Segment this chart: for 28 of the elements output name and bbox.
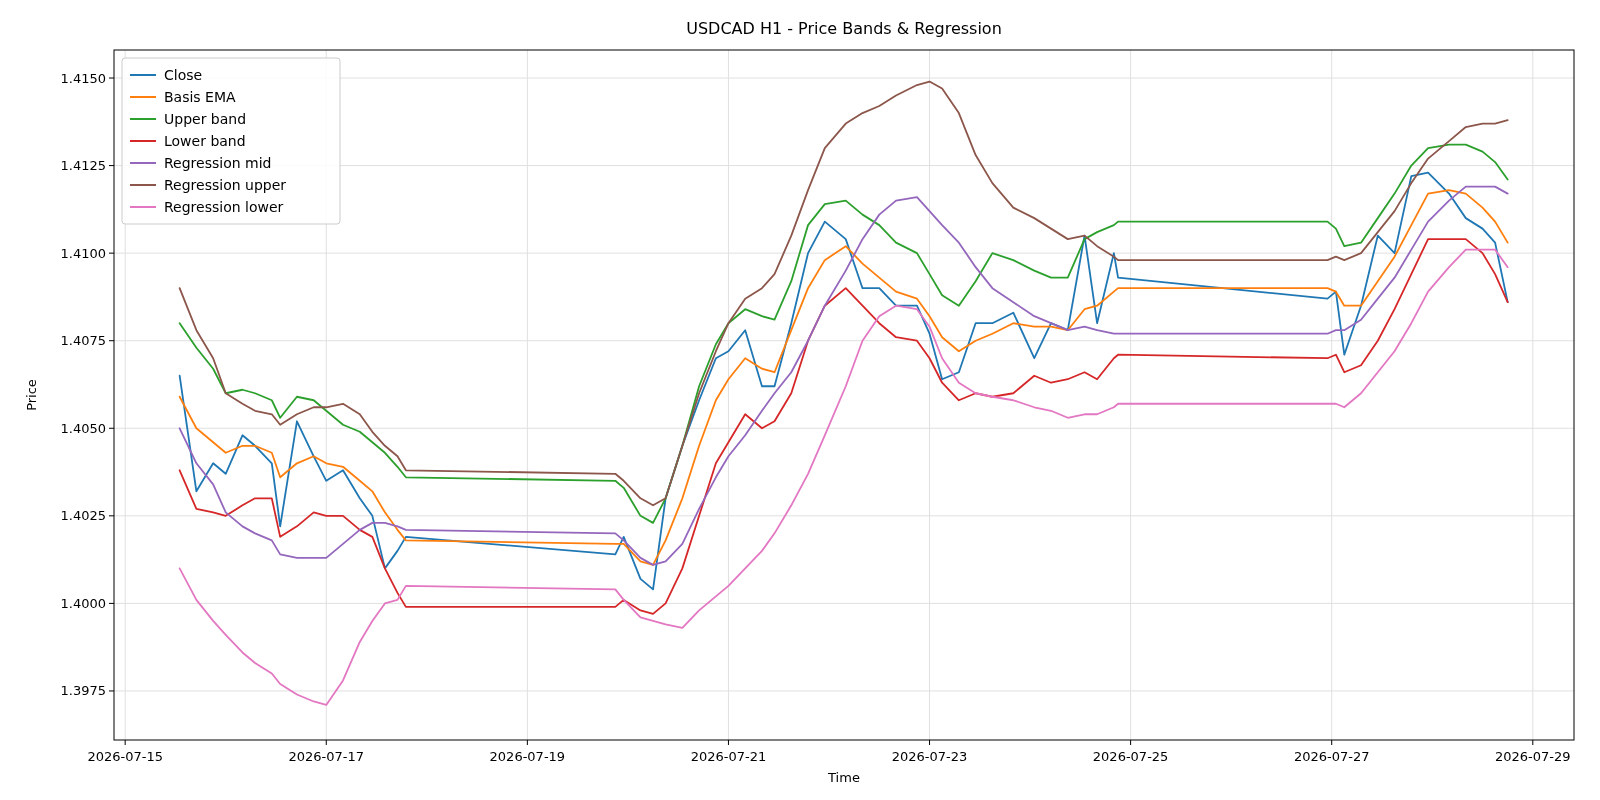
legend-label: Close: [164, 67, 203, 83]
y-tick-label: 1.4075: [60, 333, 106, 349]
x-tick-label: 2026-07-21: [690, 749, 767, 764]
legend-label: Regression upper: [164, 177, 287, 193]
x-tick-label: 2026-07-23: [891, 749, 968, 764]
legend-label: Basis EMA: [164, 89, 237, 105]
x-axis-title: Time: [827, 770, 860, 785]
x-tick-label: 2026-07-27: [1293, 749, 1370, 764]
y-tick-label: 1.4100: [60, 245, 106, 261]
x-tick-label: 2026-07-19: [489, 749, 566, 764]
y-tick-label: 1.4000: [60, 595, 106, 611]
y-tick-label: 1.4125: [60, 158, 106, 174]
y-tick-label: 1.4025: [60, 508, 106, 524]
y-tick-label: 1.3975: [60, 683, 106, 699]
line-series: [178, 248, 1509, 706]
x-tick-label: 2026-07-25: [1092, 749, 1169, 764]
y-tick-label: 1.4150: [60, 70, 106, 86]
x-tick-label: 2026-07-29: [1495, 749, 1571, 764]
line-series: [178, 238, 1509, 615]
legend-label: Regression mid: [164, 155, 272, 171]
legend-label: Upper band: [164, 111, 247, 127]
legend-label: Lower band: [164, 133, 246, 149]
y-axis-title: Price: [24, 379, 39, 411]
legend-label: Regression lower: [164, 199, 284, 215]
x-tick-label: 2026-07-15: [87, 749, 163, 764]
x-tick-label: 2026-07-17: [288, 749, 365, 764]
chart-title: USDCAD H1 - Price Bands & Regression: [686, 19, 1002, 38]
y-tick-label: 1.4050: [60, 420, 106, 436]
